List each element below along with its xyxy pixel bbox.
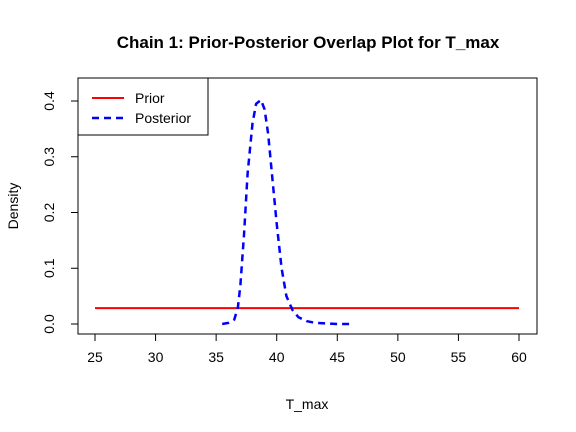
legend-box [77,77,209,136]
y-tick-label: 0.3 [41,147,57,167]
x-axis: 25 30 35 40 45 50 55 60 [87,333,527,365]
legend-prior-label: Prior [135,90,165,106]
x-tick-label: 35 [208,349,224,365]
legend-posterior-label: Posterior [135,110,191,126]
x-tick-label: 50 [390,349,406,365]
x-tick-label: 40 [269,349,285,365]
y-tick-label: 0.0 [41,314,57,334]
x-tick-label: 60 [511,349,527,365]
x-tick-label: 25 [87,349,103,365]
y-axis-label: Density [5,183,21,230]
x-tick-label: 55 [451,349,467,365]
x-axis-label: T_max [286,396,329,412]
y-tick-label: 0.4 [41,91,57,111]
y-tick-label: 0.1 [41,258,57,278]
y-tick-label: 0.2 [41,203,57,223]
y-axis: 0.0 0.1 0.2 0.3 0.4 [41,91,79,334]
legend: Prior Posterior [77,77,209,136]
chart-title: Chain 1: Prior-Posterior Overlap Plot fo… [117,33,500,52]
series-posterior-line [221,98,350,326]
series-layer [95,98,519,326]
x-tick-label: 45 [329,349,345,365]
x-tick-label: 30 [148,349,164,365]
